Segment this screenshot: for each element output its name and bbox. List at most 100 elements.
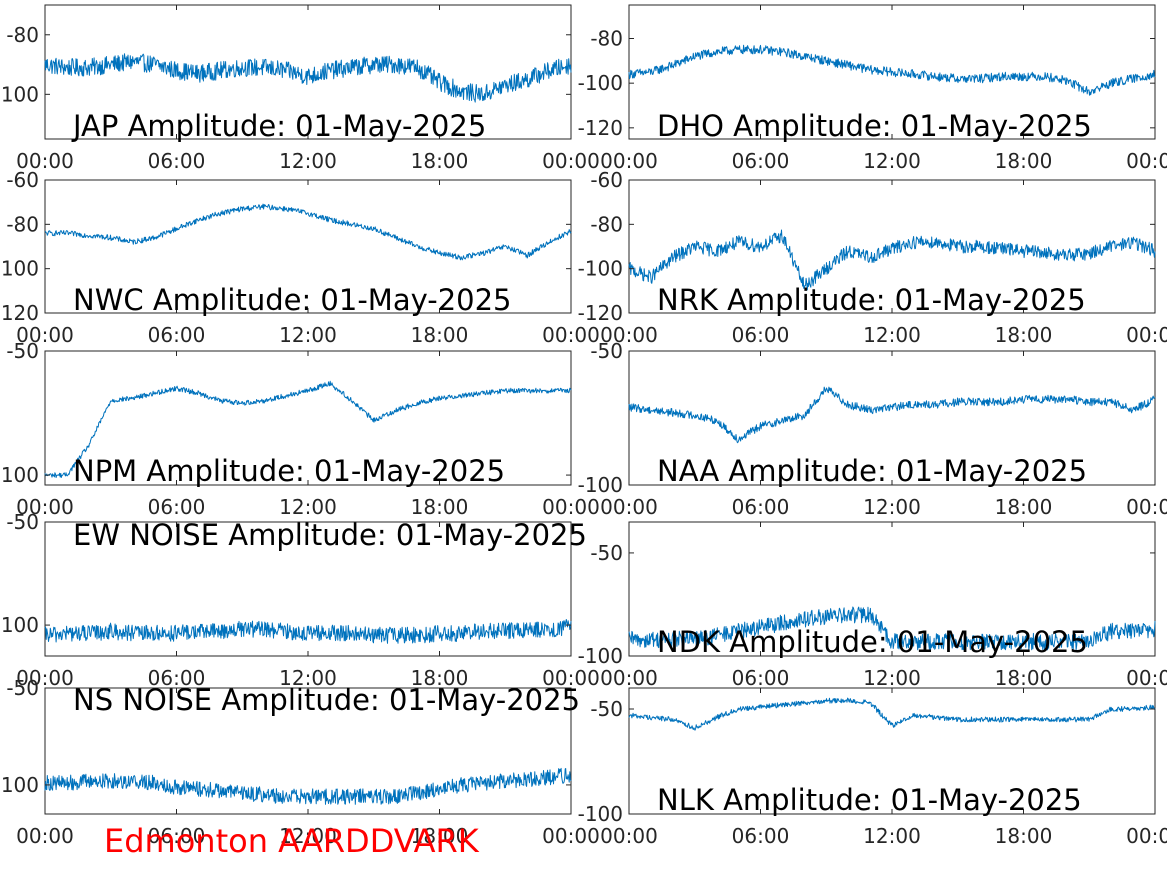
y-tick-label: -80 [590, 27, 623, 51]
panel-title: NRK Amplitude: 01-May-2025 [657, 283, 1086, 317]
y-tick-label: -60 [590, 168, 623, 192]
x-tick-label: 06:00 [732, 323, 790, 347]
x-tick-label: 18:00 [411, 495, 469, 519]
y-tick-label: -50 [590, 339, 623, 363]
amplitude-trace [628, 606, 1156, 651]
panel-title: NWC Amplitude: 01-May-2025 [73, 283, 512, 317]
y-tick-label: -80 [6, 212, 39, 236]
x-tick-label: 00:00 [542, 495, 600, 519]
y-tick-label: -50 [6, 510, 39, 534]
x-tick-label: 12:00 [863, 824, 921, 848]
y-tick-label: -100 [578, 257, 623, 281]
x-tick-label: 06:00 [732, 824, 790, 848]
panel-title: NS NOISE Amplitude: 01-May-2025 [73, 683, 580, 717]
x-tick-label: 00:00 [16, 149, 74, 173]
x-tick-label: 18:00 [411, 666, 469, 690]
amplitude-trace [628, 44, 1156, 96]
panel-2: -80 -100 -120 00:00 06:00 12:00 18:00 00:00 DHO … [578, 4, 1167, 173]
y-tick-label: -100 [578, 71, 623, 95]
panel-title: EW NOISE Amplitude: 01-May-2025 [73, 518, 587, 552]
y-tick-label: 100 [1, 613, 39, 637]
x-tick-label: 06:00 [732, 149, 790, 173]
x-tick-label: 06:00 [732, 666, 790, 690]
x-tick-label: 06:00 [148, 824, 206, 848]
panel-title: NLK Amplitude: 01-May-2025 [657, 783, 1082, 817]
x-tick-label: 00:00 [1126, 323, 1167, 347]
y-tick-label: -50 [590, 541, 623, 565]
y-tick-label: 100 [1, 257, 39, 281]
x-tick-label: 00:00 [1126, 824, 1167, 848]
y-tick-label: -100 [578, 644, 623, 668]
amplitude-trace [628, 697, 1156, 731]
y-tick-label: -50 [590, 697, 623, 721]
panel-9: -50 100 00:00 06:00 12:00 18:00 00:00 NS NOISE … [1, 676, 600, 848]
x-tick-label: 18:00 [995, 666, 1053, 690]
x-tick-label: 00:00 [542, 666, 600, 690]
x-tick-label: 12:00 [863, 323, 921, 347]
panel-title: JAP Amplitude: 01-May-2025 [71, 109, 486, 143]
x-tick-label: 00:00 [16, 824, 74, 848]
x-tick-label: 00:00 [542, 824, 600, 848]
panel-4: -60-80-100-12000:0006:0012:0018:0000:00N… [578, 168, 1167, 347]
x-tick-label: 12:00 [863, 495, 921, 519]
y-tick-label: -120 [578, 301, 623, 325]
panel-title: NPM Amplitude: 01-May-2025 [73, 454, 505, 488]
amplitude-trace [44, 619, 572, 644]
x-tick-label: 18:00 [411, 323, 469, 347]
y-tick-label: -100 [578, 802, 623, 826]
amplitude-trace [628, 386, 1156, 444]
y-tick-label: -50 [6, 339, 39, 363]
x-tick-label: 12:00 [279, 149, 337, 173]
x-tick-label: 00:00 [1126, 495, 1167, 519]
y-tick-label: 120 [1, 301, 39, 325]
panel-5: -50 100 00:00 06:00 12:00 18:00 00:00 NPM Ampli… [1, 339, 600, 519]
x-tick-label: 06:00 [148, 149, 206, 173]
amplitude-trace [44, 380, 572, 478]
x-tick-label: 18:00 [411, 824, 469, 848]
y-tick-label: -50 [6, 676, 39, 700]
x-tick-label: 00:00 [16, 666, 74, 690]
panel-title: NDK Amplitude: 01-May-2025 [657, 625, 1088, 659]
y-tick-label: -80 [590, 212, 623, 236]
y-tick-label: 100 [1, 82, 39, 106]
x-tick-label: 18:00 [995, 149, 1053, 173]
station-label: Edmonton AARDDVARK [104, 822, 479, 860]
y-tick-label: 100 [1, 463, 39, 487]
amplitude-trace [628, 229, 1156, 291]
x-tick-label: 00:00 [1126, 149, 1167, 173]
y-tick-label: -120 [578, 116, 623, 140]
x-tick-label: 00:00 [16, 323, 74, 347]
x-tick-label: 00:00 [600, 323, 658, 347]
x-tick-label: 12:00 [863, 666, 921, 690]
x-tick-label: 12:00 [863, 149, 921, 173]
x-tick-label: 00:00 [1126, 666, 1167, 690]
y-tick-label: -60 [6, 168, 39, 192]
x-tick-label: 06:00 [148, 666, 206, 690]
x-tick-label: 06:00 [148, 495, 206, 519]
x-tick-label: 12:00 [279, 323, 337, 347]
x-tick-label: 00:00 [600, 495, 658, 519]
x-tick-label: 18:00 [411, 149, 469, 173]
x-tick-label: 12:00 [279, 666, 337, 690]
amplitude-trace [44, 53, 572, 103]
amplitude-trace [44, 203, 572, 261]
x-tick-label: 18:00 [995, 824, 1053, 848]
y-tick-label: 100 [1, 773, 39, 797]
panel-1: -80 100 00:00 06:00 12:00 18:00 00:00 JAP Ampli… [1, 4, 600, 173]
x-tick-label: 00:00 [16, 495, 74, 519]
x-tick-label: 00:00 [600, 666, 658, 690]
x-tick-label: 06:00 [732, 495, 790, 519]
x-tick-label: 00:00 [600, 149, 658, 173]
x-tick-label: 00:00 [600, 824, 658, 848]
y-tick-label: -80 [6, 23, 39, 47]
x-tick-label: 12:00 [279, 824, 337, 848]
x-tick-label: 18:00 [995, 323, 1053, 347]
x-tick-label: 06:00 [148, 323, 206, 347]
panel-title: DHO Amplitude: 01-May-2025 [657, 109, 1092, 143]
x-tick-label: 00:00 [542, 149, 600, 173]
